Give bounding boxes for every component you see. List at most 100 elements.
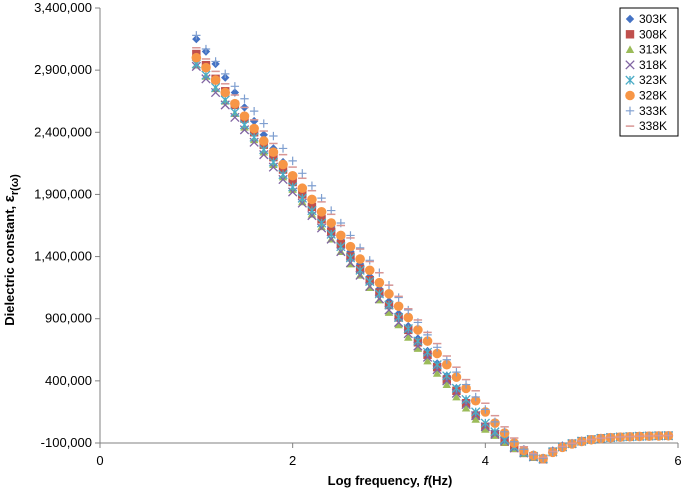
data-point xyxy=(384,289,394,299)
legend-item-323K: 323K xyxy=(625,73,667,87)
data-point xyxy=(288,156,297,166)
x-axis-title: Log frequency, f(Hz) xyxy=(328,473,453,488)
data-point xyxy=(307,205,317,216)
data-point xyxy=(268,157,279,167)
data-point xyxy=(317,193,326,203)
data-point xyxy=(432,343,442,352)
data-point xyxy=(327,206,336,215)
data-point xyxy=(481,405,490,414)
x-tick-label: 4 xyxy=(482,453,489,468)
data-point xyxy=(230,107,240,118)
data-point xyxy=(307,194,317,205)
data-point xyxy=(480,418,490,428)
x-axis-title-main: Log frequency, xyxy=(328,473,424,488)
y-tick-label: 3,400,000 xyxy=(34,0,92,15)
data-point xyxy=(452,367,461,377)
data-point xyxy=(529,450,538,460)
legend-marker xyxy=(625,45,635,53)
y-tick-label: 1,900,000 xyxy=(34,186,92,201)
data-point xyxy=(316,207,327,217)
data-point xyxy=(403,323,413,334)
legend-label: 338K xyxy=(639,119,667,133)
x-axis-title-unit: (Hz) xyxy=(428,473,453,488)
y-tick-label: 2,900,000 xyxy=(34,62,92,77)
legend-item-303K: 303K xyxy=(625,12,667,26)
data-point xyxy=(326,229,336,239)
data-point xyxy=(490,417,500,427)
data-point xyxy=(249,106,259,116)
series-328K xyxy=(191,52,674,464)
data-point xyxy=(355,254,365,264)
y-tick-label: 1,400,000 xyxy=(34,249,92,264)
data-point xyxy=(249,123,259,134)
data-point xyxy=(278,169,288,180)
data-point xyxy=(230,88,240,97)
data-point xyxy=(422,347,433,357)
data-point xyxy=(345,253,356,263)
legend-marker xyxy=(625,30,635,39)
legend-marker xyxy=(625,90,635,101)
data-point xyxy=(364,265,375,276)
data-point xyxy=(258,136,269,146)
data-point xyxy=(326,218,337,228)
data-point xyxy=(191,52,202,63)
legend-item-313K: 313K xyxy=(625,43,667,57)
data-point xyxy=(336,230,346,241)
data-point xyxy=(461,380,471,389)
data-point xyxy=(230,82,240,91)
data-point xyxy=(413,325,423,335)
data-point xyxy=(461,394,471,405)
data-point xyxy=(442,380,451,388)
legend-item-333K: 333K xyxy=(625,104,667,118)
data-point xyxy=(442,355,451,364)
data-point xyxy=(374,289,385,299)
data-point xyxy=(404,305,413,315)
data-point xyxy=(249,132,259,142)
legend-marker xyxy=(625,106,635,115)
y-tick-label: 2,400,000 xyxy=(34,124,92,139)
data-point xyxy=(384,308,394,316)
data-point xyxy=(432,369,442,377)
x-tick-label: 6 xyxy=(674,453,681,468)
data-point xyxy=(451,372,462,382)
y-tick-label: -100,000 xyxy=(41,435,92,450)
svg-text:Dielectric constant, εr(ω): Dielectric constant, εr(ω) xyxy=(1,174,21,326)
data-point xyxy=(422,336,433,346)
data-point xyxy=(287,170,298,181)
data-point xyxy=(365,276,375,287)
legend-item-318K: 318K xyxy=(625,58,667,72)
data-point xyxy=(393,312,404,323)
data-point xyxy=(471,415,480,423)
legend-label: 328K xyxy=(639,89,667,103)
data-point xyxy=(201,62,211,73)
data-point xyxy=(452,392,461,401)
data-point xyxy=(239,120,250,130)
data-point xyxy=(355,265,365,275)
data-point xyxy=(481,425,490,433)
data-point xyxy=(393,301,404,312)
axes: -100,000 400,000 900,000 1,400,000 1,900,000… xyxy=(34,0,681,468)
data-point xyxy=(442,359,452,370)
data-point xyxy=(221,69,230,79)
y-axis-title-symbol: ε xyxy=(1,195,18,202)
data-point xyxy=(239,111,250,121)
data-point xyxy=(307,181,317,190)
data-point xyxy=(210,75,221,85)
legend-marker xyxy=(625,60,635,70)
legend-label: 318K xyxy=(639,58,667,72)
series-308K xyxy=(192,49,673,464)
y-axis-title: Dielectric constant, εr(ω) xyxy=(1,174,21,326)
x-axis-title-italic: f xyxy=(423,473,429,488)
legend-label: 313K xyxy=(639,43,667,57)
data-point xyxy=(432,348,442,359)
data-point xyxy=(413,336,423,346)
legend-marker xyxy=(625,14,635,24)
data-point xyxy=(336,241,346,252)
data-marks xyxy=(191,31,674,464)
data-point xyxy=(259,145,269,155)
data-point xyxy=(269,131,278,141)
data-point xyxy=(374,277,385,288)
y-tick-label: 400,000 xyxy=(45,373,92,388)
data-point xyxy=(192,31,201,40)
